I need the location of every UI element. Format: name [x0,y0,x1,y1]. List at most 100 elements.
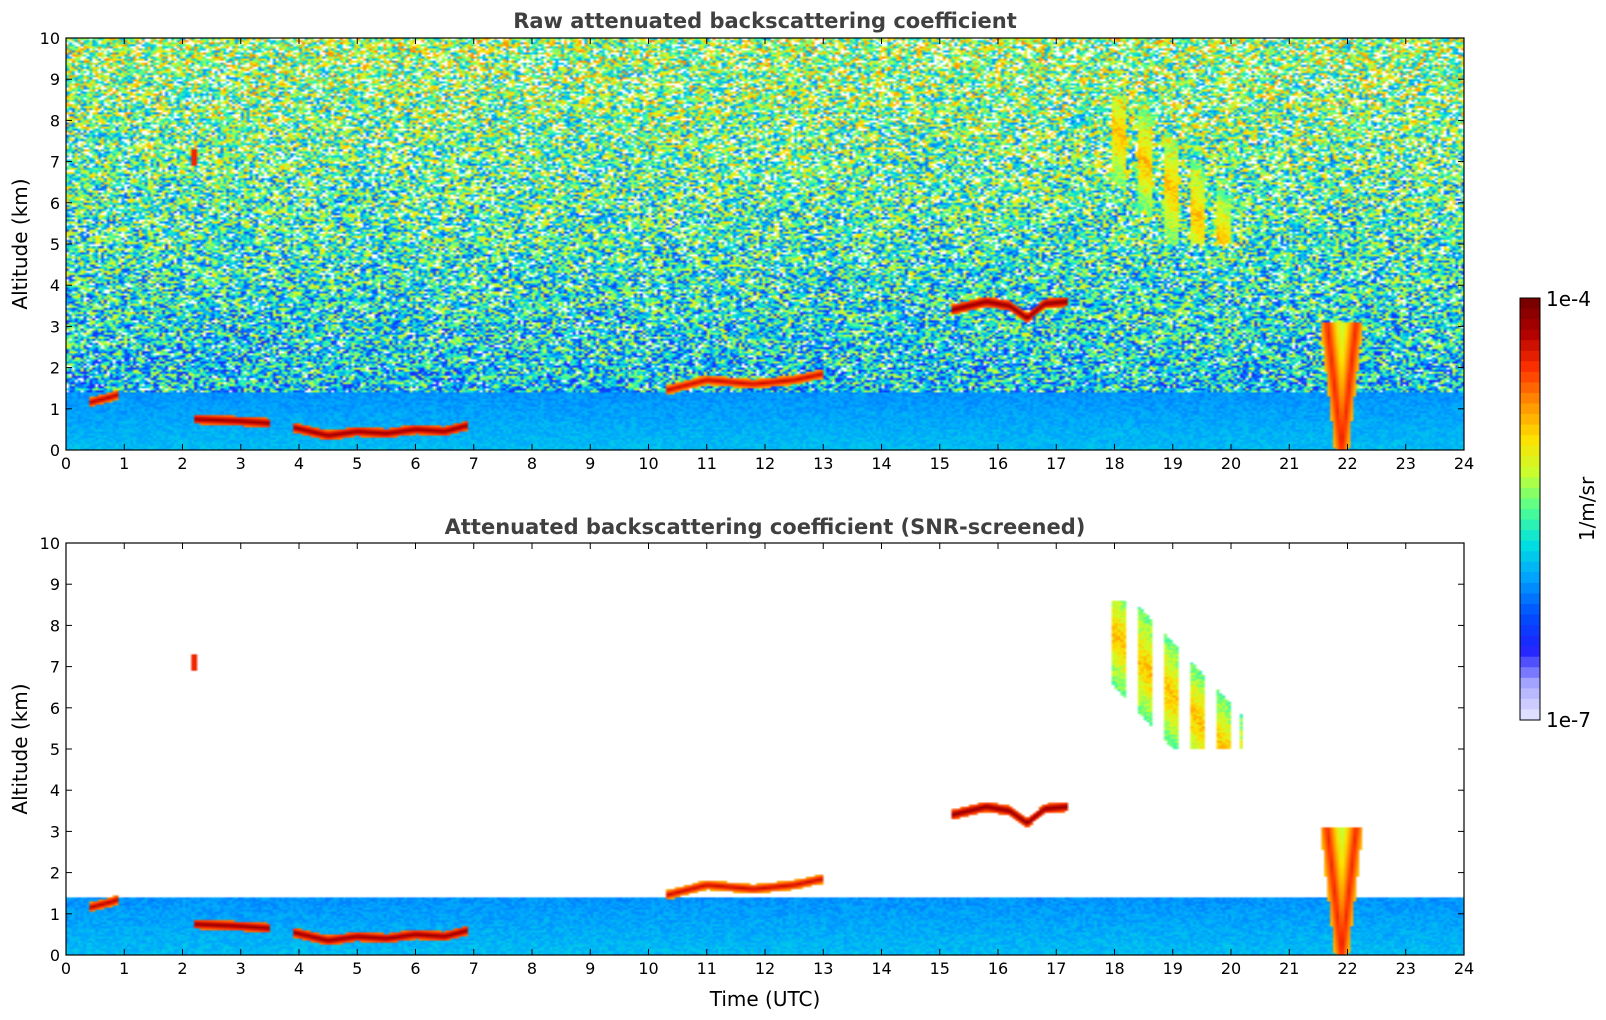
colorbar-segment [1520,392,1540,405]
x-tick-label: 12 [755,454,775,473]
top-x-ticks: 0 1 2 3 4 5 6 7 8 9 10 11 12 13 14 15 16 17 18 19 20 21 22 23 24 [61,38,1474,473]
x-tick-label: 20 [1221,959,1241,978]
y-tick-label: 1 [50,400,60,419]
colorbar-segment [1520,561,1540,573]
y-tick-label: 0 [50,441,60,460]
x-tick-label: 1 [119,454,129,473]
y-tick-label: 9 [50,575,60,594]
y-tick-label: 5 [50,235,60,254]
y-tick-label: 10 [40,29,60,48]
x-tick-label: 16 [988,959,1008,978]
x-tick-label: 0 [61,454,71,473]
colorbar-segment [1520,635,1540,647]
colorbar-segment [1520,540,1540,552]
x-tick-label: 10 [638,454,658,473]
x-tick-label: 11 [697,454,717,473]
colorbar-segment [1520,709,1540,721]
x-tick-label: 3 [236,959,246,978]
x-tick-label: 7 [469,959,479,978]
colorbar-segment [1520,319,1540,331]
bottom-y-ticks: 0 1 2 3 4 5 6 7 8 9 10 [40,534,1464,965]
colorbar-segment [1520,477,1540,489]
y-tick-label: 1 [50,905,60,924]
colorbar-segment [1520,308,1540,320]
y-tick-label: 8 [50,111,60,130]
x-tick-label: 1 [119,959,129,978]
colorbar-label: 1/m/sr [1575,476,1599,541]
colorbar-min-label: 1e-7 [1546,708,1591,732]
x-tick-label: 2 [177,454,187,473]
x-tick-label: 12 [755,959,775,978]
colorbar-segment [1520,509,1540,521]
x-tick-label: 5 [352,959,362,978]
top-y-ticks: 0 1 2 3 4 5 6 7 8 9 10 [40,29,1464,460]
x-tick-label: 21 [1279,454,1299,473]
x-tick-label: 18 [1104,454,1124,473]
x-tick-label: 14 [871,454,891,473]
y-tick-label: 7 [50,658,60,677]
colorbar-segment [1520,298,1540,310]
x-tick-label: 10 [638,959,658,978]
y-tick-label: 4 [50,781,60,800]
x-tick-label: 23 [1396,959,1416,978]
x-tick-label: 6 [410,454,420,473]
x-tick-label: 4 [294,959,304,978]
y-tick-label: 3 [50,822,60,841]
colorbar-segment [1520,677,1540,689]
x-tick-label: 22 [1337,454,1357,473]
colorbar-segment [1520,350,1540,362]
colorbar-segment [1520,593,1540,605]
y-tick-label: 4 [50,276,60,295]
x-tick-label: 17 [1046,454,1066,473]
colorbar-segment [1520,582,1540,594]
top-heatmap-image [66,38,1464,450]
x-tick-label: 9 [585,454,595,473]
colorbar-segment [1520,487,1540,500]
colorbar-segment [1520,414,1540,426]
colorbar-segment [1520,698,1540,711]
x-tick-label: 15 [930,454,950,473]
colorbar: 1e-4 1e-7 1/m/sr [1519,287,1599,732]
colorbar-segment [1520,625,1540,637]
x-axis-label: Time (UTC) [709,987,821,1011]
y-tick-label: 3 [50,317,60,336]
x-tick-label: 15 [930,959,950,978]
colorbar-segment [1520,646,1540,658]
x-tick-label: 18 [1104,959,1124,978]
bottom-heatmap-image [66,543,1464,955]
x-tick-label: 19 [1163,959,1183,978]
colorbar-segment [1520,667,1540,679]
colorbar-gradient [1520,298,1540,721]
x-tick-label: 4 [294,454,304,473]
x-tick-label: 9 [585,959,595,978]
colorbar-segment [1520,466,1540,478]
y-tick-label: 6 [50,194,60,213]
bottom-y-axis-label: Altitude (km) [8,683,32,814]
x-tick-label: 6 [410,959,420,978]
x-tick-label: 19 [1163,454,1183,473]
y-tick-label: 9 [50,70,60,89]
top-panel: Raw attenuated backscattering coefficien… [8,9,1474,473]
colorbar-segment [1520,361,1540,373]
x-tick-label: 17 [1046,959,1066,978]
x-tick-label: 20 [1221,454,1241,473]
colorbar-segment [1520,340,1540,352]
x-tick-label: 8 [527,454,537,473]
y-tick-label: 6 [50,699,60,718]
colorbar-segment [1520,382,1540,394]
colorbar-segment [1520,656,1540,668]
colorbar-segment [1520,403,1540,415]
colorbar-max-label: 1e-4 [1546,287,1591,311]
x-tick-label: 7 [469,454,479,473]
x-tick-label: 21 [1279,959,1299,978]
x-tick-label: 16 [988,454,1008,473]
x-tick-label: 23 [1396,454,1416,473]
y-tick-label: 7 [50,153,60,172]
colorbar-segment [1520,519,1540,531]
y-tick-label: 5 [50,740,60,759]
colorbar-segment [1520,614,1540,626]
colorbar-segment [1520,329,1540,341]
y-tick-label: 8 [50,616,60,635]
x-tick-label: 11 [697,959,717,978]
top-panel-title: Raw attenuated backscattering coefficien… [513,9,1017,33]
